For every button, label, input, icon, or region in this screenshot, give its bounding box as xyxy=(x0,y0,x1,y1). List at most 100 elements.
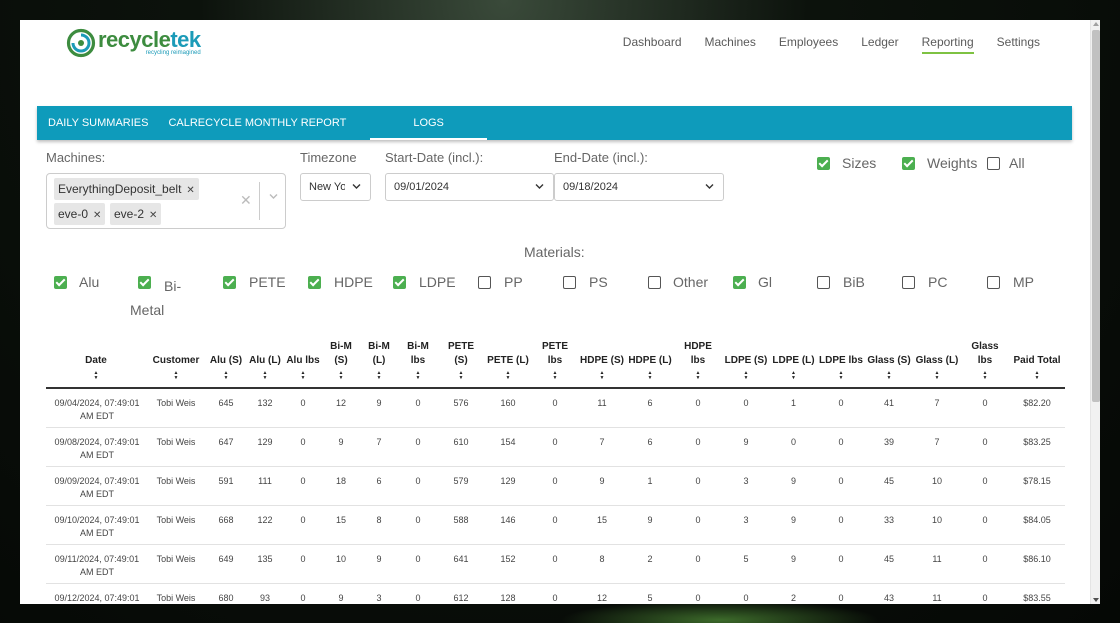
sort-icon[interactable]: ▲ ▼ xyxy=(262,370,268,381)
chevron-down-icon[interactable] xyxy=(269,193,278,200)
column-header[interactable]: PETE lbs ▲ ▼ xyxy=(532,340,578,388)
weights-checkbox[interactable] xyxy=(902,157,915,170)
sort-icon[interactable]: ▲ ▼ xyxy=(934,370,940,381)
column-header[interactable]: LDPE lbs ▲ ▼ xyxy=(817,340,865,388)
remove-chip-icon[interactable]: ✕ xyxy=(149,210,158,221)
column-header[interactable]: PETE (L) ▲ ▼ xyxy=(484,340,532,388)
nav-reporting[interactable]: Reporting xyxy=(921,35,974,54)
column-header[interactable]: Alu (S) ▲ ▼ xyxy=(206,340,246,388)
sort-icon[interactable]: ▲ ▼ xyxy=(505,370,511,381)
table-cell: 0 xyxy=(982,553,988,564)
start-date-select[interactable]: 09/01/2024 xyxy=(385,173,554,201)
sort-icon[interactable]: ▲ ▼ xyxy=(599,370,605,381)
material-checkbox-pp[interactable] xyxy=(478,276,491,289)
material-label-glass: Gl xyxy=(758,274,772,290)
end-date-select[interactable]: 09/18/2024 xyxy=(554,173,724,201)
column-header[interactable]: HDPE (L) ▲ ▼ xyxy=(626,340,674,388)
sort-icon[interactable]: ▲ ▼ xyxy=(982,370,988,381)
column-header[interactable]: HDPE (S) ▲ ▼ xyxy=(578,340,626,388)
material-checkbox-pete[interactable] xyxy=(223,276,236,289)
table-cell: 647 xyxy=(218,436,234,447)
tab-daily-summaries[interactable]: DAILY SUMMARIES xyxy=(48,117,149,129)
material-checkbox-bi-metal[interactable] xyxy=(138,276,151,289)
table-cell: 0 xyxy=(415,592,421,603)
column-header[interactable]: PETE (S) ▲ ▼ xyxy=(438,340,484,388)
sort-icon[interactable]: ▲ ▼ xyxy=(300,370,306,381)
table-cell: Tobi Weis xyxy=(156,514,196,525)
sort-icon[interactable]: ▲ ▼ xyxy=(743,370,749,381)
scrollbar-thumb[interactable] xyxy=(1092,30,1100,402)
remove-chip-icon[interactable]: ✕ xyxy=(93,210,102,221)
all-checkbox[interactable] xyxy=(987,157,1000,170)
clear-machines-icon[interactable]: ✕ xyxy=(240,192,252,208)
vertical-scrollbar[interactable] xyxy=(1090,20,1100,604)
table-row[interactable]: 09/12/2024, 07:49:01 AM EDT Tobi Weis 680 9… xyxy=(46,583,1065,604)
sort-icon[interactable]: ▲ ▼ xyxy=(552,370,558,381)
tab-logs[interactable]: LOGS xyxy=(370,106,487,140)
sort-icon[interactable]: ▲ ▼ xyxy=(223,370,229,381)
sort-icon[interactable]: ▲ ▼ xyxy=(647,370,653,381)
sort-icon[interactable]: ▲ ▼ xyxy=(695,370,701,381)
material-checkbox-other[interactable] xyxy=(648,276,661,289)
column-header[interactable]: Bi-M (S) ▲ ▼ xyxy=(322,340,360,388)
column-header[interactable]: Bi-M (L) ▲ ▼ xyxy=(360,340,398,388)
column-header[interactable]: Alu (L) ▲ ▼ xyxy=(246,340,284,388)
nav-settings[interactable]: Settings xyxy=(996,35,1040,49)
material-checkbox-bib[interactable] xyxy=(817,276,830,289)
sort-icon[interactable]: ▲ ▼ xyxy=(376,370,382,381)
sort-icon[interactable]: ▲ ▼ xyxy=(338,370,344,381)
table-cell: 0 xyxy=(838,553,844,564)
recycletek-logo[interactable]: recycletek recycling reimagined xyxy=(66,28,201,58)
column-header[interactable]: Date ▲ ▼ xyxy=(46,340,146,388)
table-cell: 09/09/2024, 07:49:01 AM EDT xyxy=(54,475,140,499)
sizes-checkbox[interactable] xyxy=(817,157,830,170)
table-cell: 15 xyxy=(596,514,607,525)
table-row[interactable]: 09/04/2024, 07:49:01 AM EDT Tobi Weis 645 1… xyxy=(46,388,1065,427)
table-row[interactable]: 09/11/2024, 07:49:01 AM EDT Tobi Weis 649 1… xyxy=(46,544,1065,583)
remove-chip-icon[interactable]: ✕ xyxy=(186,185,195,196)
table-cell: 0 xyxy=(982,398,988,408)
sort-icon[interactable]: ▲ ▼ xyxy=(458,370,464,381)
table-row[interactable]: 09/10/2024, 07:49:01 AM EDT Tobi Weis 668 1… xyxy=(46,505,1065,544)
column-header[interactable]: Bi-M lbs ▲ ▼ xyxy=(398,340,438,388)
column-header[interactable]: Paid Total ▲ ▼ xyxy=(1009,340,1065,388)
column-header[interactable]: Glass lbs ▲ ▼ xyxy=(961,340,1009,388)
column-header[interactable]: HDPE lbs ▲ ▼ xyxy=(674,340,722,388)
nav-employees[interactable]: Employees xyxy=(778,35,839,49)
material-checkbox-alu[interactable] xyxy=(54,276,67,289)
sort-icon[interactable]: ▲ ▼ xyxy=(791,370,796,381)
column-header[interactable]: LDPE (L) ▲ ▼ xyxy=(770,340,817,388)
nav-ledger[interactable]: Ledger xyxy=(861,35,899,49)
scroll-up-icon[interactable] xyxy=(1093,22,1099,26)
material-checkbox-glass[interactable] xyxy=(733,276,746,289)
column-header-label: PETE (L) xyxy=(487,355,529,366)
scroll-down-icon[interactable] xyxy=(1093,598,1099,602)
table-cell: 0 xyxy=(743,592,749,603)
column-header[interactable]: Glass (L) ▲ ▼ xyxy=(913,340,961,388)
material-checkbox-ps[interactable] xyxy=(563,276,576,289)
sort-icon[interactable]: ▲ ▼ xyxy=(1034,370,1040,381)
table-row[interactable]: 09/08/2024, 07:49:01 AM EDT Tobi Weis 647 1… xyxy=(46,427,1065,466)
tab-calrecycle-monthly-report[interactable]: CALRECYCLE MONTHLY REPORT xyxy=(168,117,347,129)
sort-icon[interactable]: ▲ ▼ xyxy=(415,370,421,381)
table-cell: 8 xyxy=(376,514,382,525)
sort-icon[interactable]: ▲ ▼ xyxy=(93,370,99,381)
column-header[interactable]: LDPE (S) ▲ ▼ xyxy=(722,340,770,388)
table-cell: 0 xyxy=(415,514,421,525)
sort-icon[interactable]: ▲ ▼ xyxy=(173,370,179,381)
app-window: recycletek recycling reimagined Dashboar… xyxy=(20,20,1100,604)
material-checkbox-hdpe[interactable] xyxy=(308,276,321,289)
machines-multiselect[interactable]: EverythingDeposit_belt ✕ eve-0 ✕ eve-2 ✕ ✕ xyxy=(46,173,286,229)
material-checkbox-ldpe[interactable] xyxy=(393,276,406,289)
nav-machines[interactable]: Machines xyxy=(704,35,756,49)
table-row[interactable]: 09/09/2024, 07:49:01 AM EDT Tobi Weis 591 1… xyxy=(46,466,1065,505)
material-checkbox-mp[interactable] xyxy=(987,276,1000,289)
sort-icon[interactable]: ▲ ▼ xyxy=(838,370,844,381)
column-header[interactable]: Alu lbs ▲ ▼ xyxy=(284,340,322,388)
column-header[interactable]: Customer ▲ ▼ xyxy=(146,340,206,388)
material-checkbox-pc[interactable] xyxy=(902,276,915,289)
nav-dashboard[interactable]: Dashboard xyxy=(622,35,682,49)
sort-icon[interactable]: ▲ ▼ xyxy=(886,370,892,381)
timezone-select[interactable]: New York xyxy=(300,173,371,201)
column-header[interactable]: Glass (S) ▲ ▼ xyxy=(865,340,913,388)
